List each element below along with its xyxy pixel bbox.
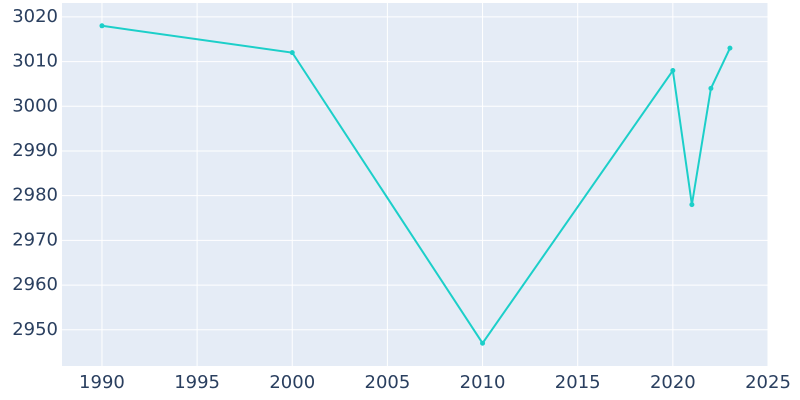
x-tick-label: 2020: [650, 372, 696, 393]
x-tick-label: 1995: [174, 372, 220, 393]
y-tick-label: 3000: [12, 95, 58, 116]
y-tick-label: 2990: [12, 140, 58, 161]
y-tick-label: 2960: [12, 274, 58, 295]
marker: [289, 50, 295, 56]
marker: [99, 23, 105, 29]
x-tick-label: 2015: [555, 372, 601, 393]
marker: [689, 202, 695, 208]
marker: [480, 340, 486, 346]
marker: [708, 85, 714, 91]
y-tick-label: 2950: [12, 319, 58, 340]
marker: [670, 68, 676, 74]
y-tick-label: 3020: [12, 6, 58, 27]
y-tick-label: 2980: [12, 185, 58, 206]
x-tick-label: 2000: [269, 372, 315, 393]
x-tick-label: 2025: [745, 372, 791, 393]
x-tick-label: 2010: [460, 372, 506, 393]
x-tick-label: 2005: [365, 372, 411, 393]
marker: [727, 45, 733, 51]
x-tick-label: 1990: [79, 372, 125, 393]
y-tick-label: 3010: [12, 51, 58, 72]
y-tick-label: 2970: [12, 229, 58, 250]
plot-area: [62, 3, 768, 366]
